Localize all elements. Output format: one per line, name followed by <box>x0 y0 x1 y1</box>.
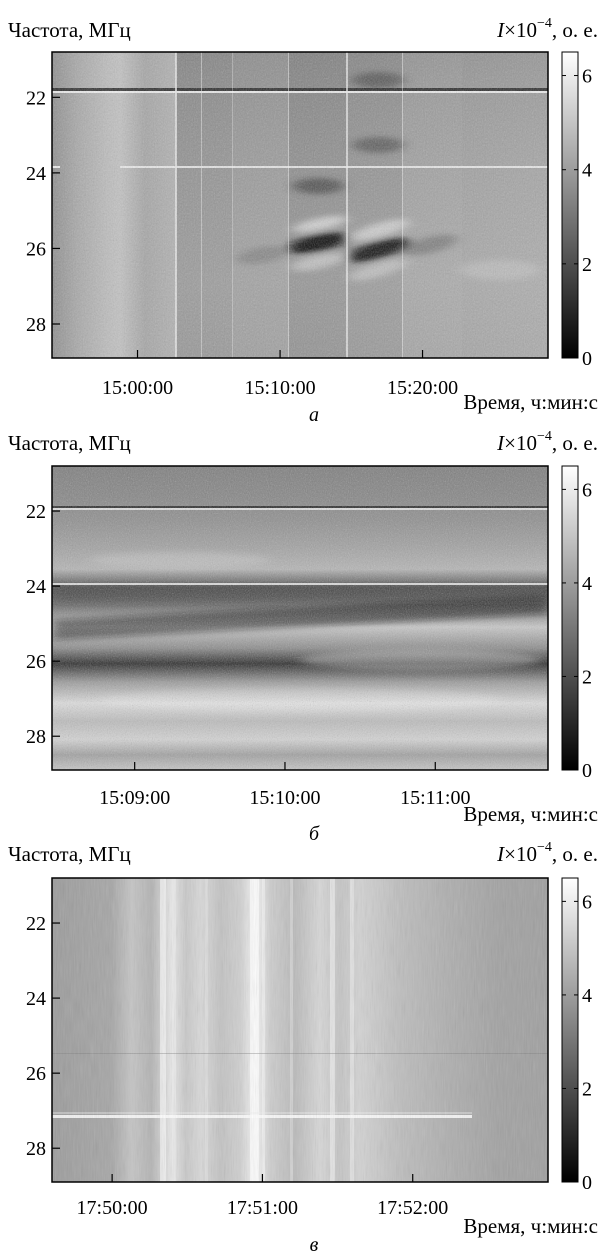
panel-a-xlabel: Время, ч:мин:с <box>463 390 598 414</box>
x-tick-label: 15:00:00 <box>102 377 173 399</box>
panel-c-axes: 22 24 26 28 17:50:00 17:51:00 17:52:00 <box>26 913 448 1219</box>
colorbar-tick-label: 4 <box>582 160 592 182</box>
panel-b-heatmap <box>52 466 548 770</box>
colorbar-bar <box>561 51 579 359</box>
x-tick-label: 15:20:00 <box>387 377 458 399</box>
y-tick-label: 28 <box>26 314 46 336</box>
colorbar-tick-label: 6 <box>582 479 592 501</box>
panel-b-xlabel: Время, ч:мин:с <box>463 802 598 826</box>
panel-a-label: а <box>309 404 319 426</box>
panel-a-axes: 22 24 26 28 15:00:00 15:10:00 15:20:00 <box>26 87 458 399</box>
panel-c-label: в <box>310 1234 319 1253</box>
panel-a-labels: Частота, МГц I×10−4, о. е. <box>8 16 598 42</box>
y-tick-label: 26 <box>26 1063 46 1085</box>
colorbar-tick-label: 0 <box>582 348 592 370</box>
x-tick-label: 15:11:00 <box>400 787 470 809</box>
colorbar-bar <box>561 877 579 1183</box>
colorbar-tick-label: 2 <box>582 1078 592 1100</box>
ylabel: Частота, МГц <box>8 18 131 42</box>
y-tick-label: 22 <box>26 87 46 109</box>
colorbar-bar <box>561 465 579 771</box>
colorbar-tick-label: 2 <box>582 666 592 688</box>
panel-c-ylabel: Частота, МГц <box>8 842 131 866</box>
panel-a-colorbar: 0 2 4 6 <box>561 51 592 370</box>
panel-b-frame <box>51 465 549 771</box>
y-tick-label: 22 <box>26 913 46 935</box>
panel-b-label: б <box>309 823 320 845</box>
colorbar-tick-label: 6 <box>582 66 592 88</box>
panel-b-colorbar-label: I×10−4, о. е. <box>496 429 598 455</box>
y-tick-label: 28 <box>26 726 46 748</box>
panel-c-frame <box>51 877 549 1183</box>
y-tick-label: 24 <box>26 163 46 185</box>
x-tick-label: 17:52:00 <box>377 1197 448 1219</box>
colorbar-tick-label: 6 <box>582 891 592 913</box>
y-tick-label: 24 <box>26 576 46 598</box>
panel-b-axes: 22 24 26 28 15:09:00 15:10:00 15:11:00 <box>26 501 470 809</box>
panel-a-frame <box>51 51 549 359</box>
colorbar-label: I×10−4, о. е. <box>496 16 598 42</box>
x-tick-label: 17:51:00 <box>227 1197 298 1219</box>
panel-c-xlabel: Время, ч:мин:с <box>463 1214 598 1238</box>
x-tick-label: 15:10:00 <box>249 787 320 809</box>
x-tick-label: 15:10:00 <box>245 377 316 399</box>
colorbar-tick-label: 0 <box>582 760 592 782</box>
x-tick-label: 15:09:00 <box>99 787 170 809</box>
y-tick-label: 26 <box>26 238 46 260</box>
colorbar-tick-label: 0 <box>582 1172 592 1194</box>
y-tick-label: 26 <box>26 651 46 673</box>
panel-b-colorbar: 0 2 4 6 <box>561 465 592 782</box>
colorbar-tick-label: 2 <box>582 254 592 276</box>
y-tick-label: 28 <box>26 1138 46 1160</box>
y-tick-label: 22 <box>26 501 46 523</box>
panel-c-heatmap <box>52 878 548 1182</box>
panel-a-heatmap <box>52 52 548 358</box>
colorbar-tick-label: 4 <box>582 573 592 595</box>
panel-c-colorbar: 0 2 4 6 <box>561 877 592 1194</box>
colorbar-tick-label: 4 <box>582 985 592 1007</box>
panel-b-ylabel: Частота, МГц <box>8 431 131 455</box>
x-tick-label: 17:50:00 <box>77 1197 148 1219</box>
panel-c-colorbar-label: I×10−4, о. е. <box>496 840 598 866</box>
y-tick-label: 24 <box>26 988 46 1010</box>
